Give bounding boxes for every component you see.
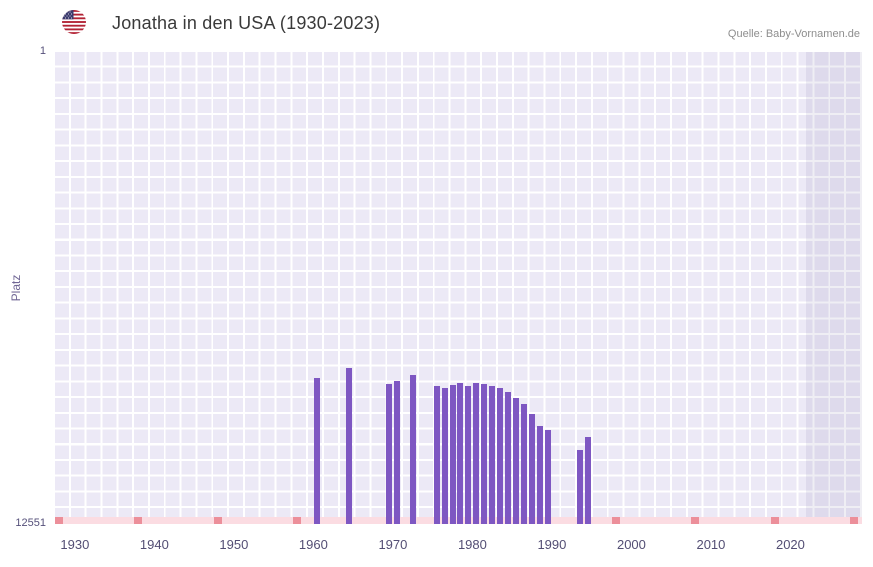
bar-1982[interactable] <box>489 386 496 524</box>
x-tick-1930: 1930 <box>60 537 90 552</box>
bar-1983[interactable] <box>497 388 504 524</box>
bar-1977[interactable] <box>449 385 456 524</box>
y-axis-title: Platz <box>9 274 23 302</box>
unranked-marker-2018 <box>770 517 779 524</box>
x-tick-2000: 2000 <box>616 537 646 552</box>
bar-1987[interactable] <box>529 413 536 524</box>
unranked-marker-1938 <box>134 517 143 524</box>
unranked-marker-2028 <box>850 517 859 524</box>
bar-1978[interactable] <box>457 383 464 524</box>
unranked-marker-1998 <box>611 517 620 524</box>
unranked-marker-2008 <box>691 517 700 524</box>
bar-1979[interactable] <box>465 386 472 524</box>
bar-1972[interactable] <box>409 375 416 524</box>
x-tick-2020: 2020 <box>775 537 805 552</box>
x-tick-1940: 1940 <box>139 537 169 552</box>
recent-years-band <box>806 52 862 524</box>
bar-1960[interactable] <box>314 378 321 524</box>
x-tick-1960: 1960 <box>298 537 328 552</box>
y-axis-min-label: 12551 <box>15 517 46 529</box>
x-tick-1950: 1950 <box>219 537 249 552</box>
bar-1964[interactable] <box>346 368 353 524</box>
x-tick-1990: 1990 <box>537 537 567 552</box>
bar-1993[interactable] <box>576 450 583 524</box>
bar-1988[interactable] <box>536 426 543 524</box>
bar-1994[interactable] <box>584 437 591 524</box>
bar-1970[interactable] <box>393 381 400 524</box>
bar-1989[interactable] <box>544 430 551 524</box>
x-tick-2010: 2010 <box>696 537 726 552</box>
bar-1976[interactable] <box>441 388 448 524</box>
source-credit: Quelle: Baby-Vornamen.de <box>727 28 860 40</box>
bar-1969[interactable] <box>385 383 392 524</box>
x-tick-1980: 1980 <box>457 537 487 552</box>
bar-1984[interactable] <box>505 392 512 524</box>
y-axis-max-label: 1 <box>39 45 46 57</box>
x-tick-1970: 1970 <box>378 537 408 552</box>
plot-area[interactable] <box>55 52 862 524</box>
bar-1980[interactable] <box>473 383 480 524</box>
x-axis-ticks: 1930 1940 1950 1960 1970 1980 1990 2000 2010 2020 <box>55 537 862 555</box>
bar-1985[interactable] <box>513 397 520 524</box>
unranked-marker-1948 <box>213 517 222 524</box>
bar-1981[interactable] <box>481 384 488 524</box>
unranked-marker-1958 <box>293 517 302 524</box>
unranked-marker-1928 <box>55 517 63 524</box>
page-title: Jonatha in den USA (1930-2023) <box>112 13 381 33</box>
us-flag-icon <box>62 10 86 34</box>
bar-1975[interactable] <box>433 386 440 524</box>
bar-1986[interactable] <box>521 404 528 524</box>
